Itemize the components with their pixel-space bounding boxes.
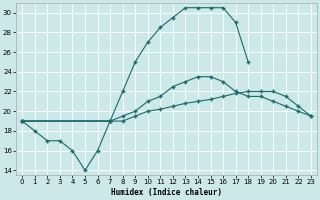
X-axis label: Humidex (Indice chaleur): Humidex (Indice chaleur)	[111, 188, 222, 197]
